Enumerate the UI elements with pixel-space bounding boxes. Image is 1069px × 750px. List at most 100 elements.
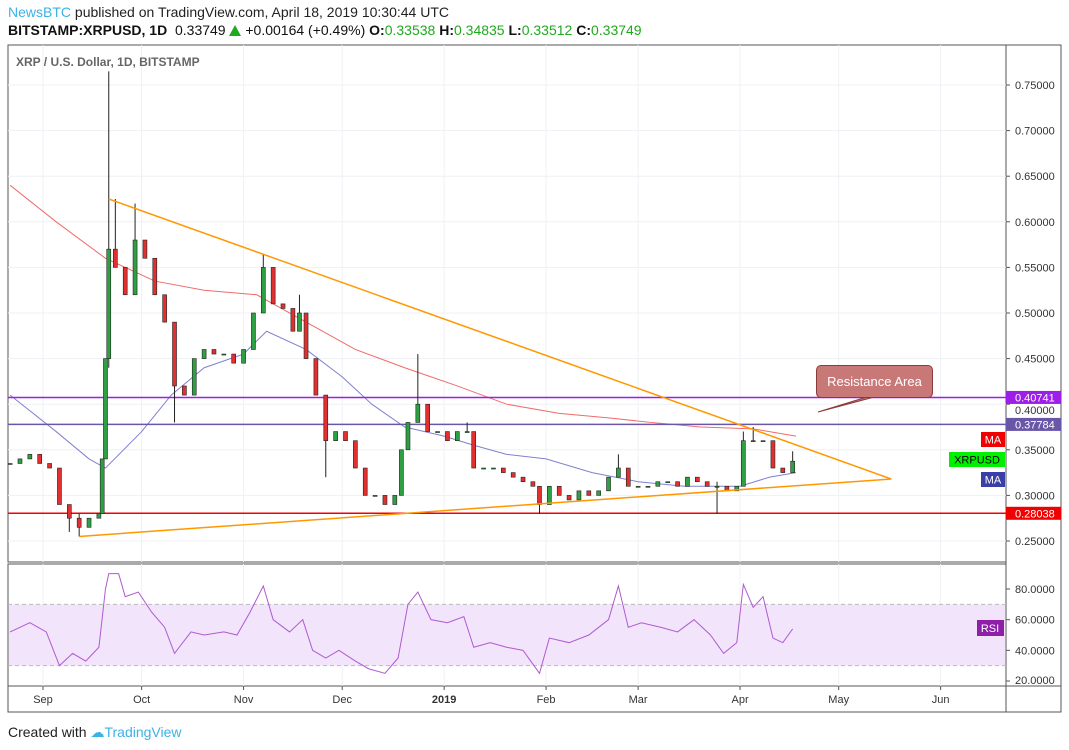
candle [616, 467, 621, 478]
candle [37, 454, 43, 464]
candle [510, 472, 516, 478]
candle [547, 485, 552, 505]
candle [405, 422, 411, 451]
rsi-band [9, 604, 1005, 666]
publisher[interactable]: NewsBTC [8, 4, 72, 20]
candle [333, 431, 338, 441]
candle [323, 394, 329, 441]
candle [576, 490, 582, 501]
candle [113, 248, 118, 268]
symbol-info: BITSTAMP:XRPUSD, 1D 0.33749 +0.00164 (+0… [8, 22, 642, 38]
candle [675, 481, 680, 487]
y-tick-label: 0.45000 [1015, 354, 1055, 366]
last-price: 0.33749 [174, 22, 226, 38]
candle [211, 349, 217, 355]
y-tick-label: 0.65000 [1015, 171, 1055, 183]
published-text: published on TradingView.com, April 18, … [74, 4, 449, 20]
candle [152, 257, 158, 296]
triangle-trendline [79, 478, 892, 538]
candle [191, 358, 197, 396]
x-tick-label: Oct [133, 694, 150, 706]
candle [241, 349, 246, 364]
candle [67, 504, 72, 519]
candle [501, 467, 506, 473]
tradingview-logo-icon: ☁ [90, 724, 105, 740]
candle [454, 431, 460, 441]
x-tick-label: Mar [629, 694, 648, 706]
candle [99, 458, 105, 514]
x-tick-label: Dec [332, 694, 352, 706]
candle [760, 440, 766, 442]
candle [537, 485, 542, 505]
candle [76, 517, 82, 528]
candle [392, 495, 398, 505]
candle [695, 476, 700, 483]
y-tick-label: 0.30000 [1015, 490, 1055, 502]
legend-tag [949, 452, 1005, 467]
legend-tag-label: MA [985, 435, 1002, 447]
candle [47, 463, 52, 469]
candle [734, 485, 740, 492]
publish-info: NewsBTC published on TradingView.com, Ap… [8, 4, 449, 20]
y-tick-label: 0.60000 [1015, 217, 1055, 229]
tradingview-link[interactable]: TradingView [104, 724, 182, 740]
y-tick-label: 0.25000 [1015, 536, 1055, 548]
candle [685, 476, 690, 487]
candle [435, 431, 440, 433]
candle [714, 485, 720, 488]
candle [17, 458, 23, 464]
chart-title: XRP / U.S. Dollar, 1D, BITSTAMP [16, 55, 200, 69]
candle [425, 403, 430, 432]
candle [7, 463, 13, 465]
y-tick-label: 0.70000 [1015, 126, 1055, 138]
candle [290, 308, 296, 332]
candle [464, 431, 470, 433]
rsi-tick-label: 80.0000 [1015, 584, 1055, 596]
candle [665, 481, 671, 484]
x-tick-label: Feb [537, 694, 556, 706]
price-level-label: 0.28038 [1015, 508, 1055, 520]
price-level-tag [1006, 506, 1061, 520]
rsi-line [9, 573, 794, 675]
price-axis [1005, 44, 1062, 713]
legend-tag-label: XRPUSD [954, 455, 1000, 467]
candle [353, 440, 358, 469]
ma-blue-line [9, 330, 797, 487]
high-label: H: [439, 22, 454, 38]
resistance-area-annotation[interactable]: Resistance Area [816, 365, 933, 398]
candle [106, 248, 112, 359]
x-tick-label: Nov [234, 694, 254, 706]
candle [297, 312, 302, 332]
candle [142, 239, 148, 259]
low-label: L: [508, 22, 522, 38]
candle [520, 476, 526, 483]
time-axis [7, 685, 1062, 713]
rsi-tick-label: 40.0000 [1015, 645, 1055, 657]
candle [182, 385, 187, 396]
candle [566, 495, 572, 501]
candle [530, 481, 536, 487]
candle [741, 440, 746, 487]
candle [481, 467, 486, 470]
candle [103, 358, 108, 460]
candle [122, 267, 128, 296]
y-tick-label: 0.50000 [1015, 308, 1055, 320]
candle [303, 312, 309, 359]
legend-tag-label: MA [985, 475, 1002, 487]
x-tick-label: Sep [33, 694, 53, 706]
candle [790, 460, 795, 473]
candle [491, 467, 496, 470]
candle [635, 485, 641, 488]
candle [251, 312, 256, 350]
candle [704, 481, 710, 487]
candle [27, 454, 33, 460]
rsi-tick-label: 20.0000 [1015, 675, 1055, 687]
candle [556, 485, 562, 496]
candle [162, 294, 167, 323]
candle [750, 440, 756, 442]
candle [221, 353, 227, 356]
candle [780, 467, 786, 473]
candle [343, 431, 348, 441]
close-value: 0.33749 [590, 22, 642, 38]
